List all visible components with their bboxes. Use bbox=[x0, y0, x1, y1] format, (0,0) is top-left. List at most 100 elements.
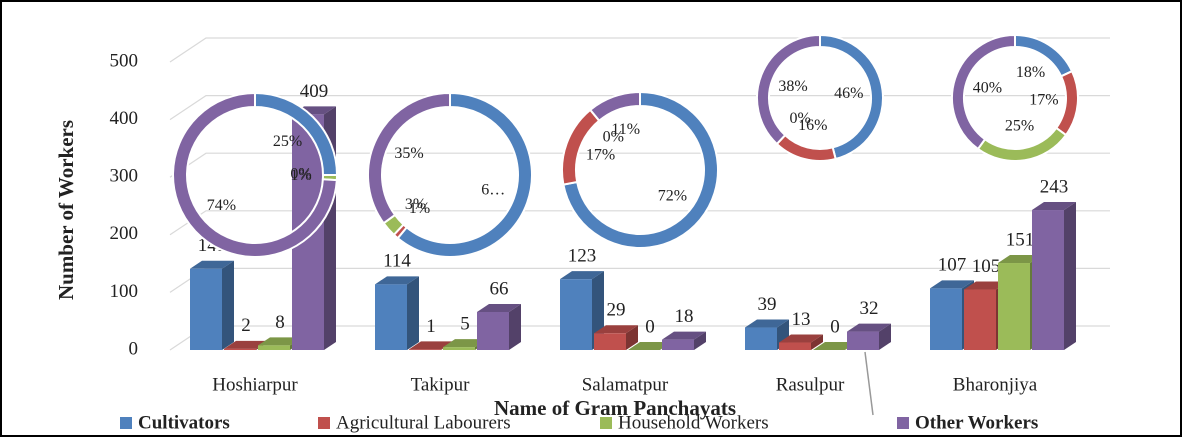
bar bbox=[930, 288, 962, 350]
donut-label: 25% bbox=[273, 133, 302, 150]
bar-top bbox=[375, 276, 419, 285]
donut-slice bbox=[367, 91, 451, 225]
donut: 18% 17% 25% 40% bbox=[951, 33, 1079, 162]
bar-top bbox=[745, 319, 789, 328]
bar bbox=[443, 347, 475, 350]
value-label: 18 bbox=[675, 306, 694, 327]
bar-top bbox=[964, 281, 1008, 290]
bar-top bbox=[813, 342, 857, 350]
value-label: 8 bbox=[275, 312, 285, 333]
donut-slice bbox=[588, 90, 641, 123]
x-tick-label: Bharonjiya bbox=[953, 374, 1038, 395]
legend-label: Agricultural Labourers bbox=[336, 412, 511, 433]
y-tick-label: 100 bbox=[110, 281, 139, 302]
bar-side bbox=[694, 331, 706, 350]
legend-swatch bbox=[120, 417, 132, 429]
bar-side bbox=[407, 276, 419, 350]
bar-top bbox=[409, 341, 453, 350]
donut-label: 17% bbox=[1029, 91, 1058, 108]
donut-label: 0% bbox=[603, 128, 624, 145]
grid-line bbox=[169, 94, 1110, 121]
x-tick-label: Salamatpur bbox=[582, 374, 669, 395]
bar-top bbox=[930, 280, 974, 289]
y-tick-label: 500 bbox=[110, 50, 139, 71]
y-tick-label: 200 bbox=[110, 223, 139, 244]
donut-label: 16% bbox=[798, 117, 827, 134]
value-label: 2 bbox=[241, 315, 251, 336]
y-axis-title: Number of Workers bbox=[54, 120, 78, 300]
value-label: 39 bbox=[758, 294, 777, 315]
y-tick-label: 400 bbox=[110, 108, 139, 129]
donut-label: 40% bbox=[973, 80, 1002, 97]
bar-top bbox=[1032, 202, 1076, 211]
donut-label: 11% bbox=[611, 121, 640, 138]
bar bbox=[190, 268, 222, 350]
legend-label: Cultivators bbox=[138, 412, 230, 433]
value-label: 243 bbox=[1040, 176, 1069, 197]
bar bbox=[998, 263, 1030, 350]
bar-side bbox=[879, 323, 891, 350]
value-label: 29 bbox=[607, 300, 626, 321]
legend-swatch bbox=[600, 417, 612, 429]
x-axis-title: Name of Gram Panchayats bbox=[494, 396, 736, 420]
bar-top bbox=[998, 255, 1042, 264]
bar-top bbox=[662, 331, 706, 340]
donut-label: 38% bbox=[778, 78, 807, 95]
x-tick-label: Hoshiarpur bbox=[212, 374, 298, 395]
donut-slice bbox=[951, 33, 1016, 151]
bar bbox=[594, 333, 626, 350]
donut-label: 72% bbox=[658, 187, 687, 204]
bar bbox=[477, 311, 509, 350]
value-label: 32 bbox=[860, 298, 879, 319]
legend-swatch bbox=[318, 417, 330, 429]
value-label: 66 bbox=[490, 278, 509, 299]
donut-label: 0% bbox=[290, 166, 311, 183]
donut: 72% 17%0%11% bbox=[561, 90, 719, 249]
value-label: 107 bbox=[938, 255, 967, 276]
bar-top bbox=[477, 303, 521, 312]
bar-side bbox=[509, 303, 521, 350]
donut-label: 0% bbox=[789, 110, 810, 127]
bar bbox=[409, 349, 441, 350]
bar bbox=[560, 279, 592, 350]
legend: Cultivators Agricultural Labourers Househo… bbox=[120, 412, 1038, 433]
bar-top bbox=[258, 337, 302, 346]
donut: 25% 0%1% 74% bbox=[172, 91, 339, 258]
legend-swatch bbox=[897, 417, 909, 429]
legend-label: Other Workers bbox=[915, 412, 1038, 433]
bar-top bbox=[443, 339, 487, 348]
donut-label: 46% bbox=[834, 85, 863, 102]
value-label: 105 bbox=[972, 256, 1001, 277]
donut-label: 35% bbox=[394, 145, 423, 162]
value-label: 409 bbox=[300, 81, 329, 102]
value-label: 5 bbox=[460, 313, 470, 334]
donut-label: 1% bbox=[409, 200, 430, 217]
donut-slice bbox=[756, 33, 821, 146]
bar-top bbox=[847, 323, 891, 332]
bar-top bbox=[224, 340, 268, 349]
bar-top bbox=[560, 271, 604, 280]
leader-line bbox=[864, 351, 874, 416]
bar bbox=[964, 289, 996, 350]
legend-label: Household Workers bbox=[618, 412, 769, 433]
bar bbox=[662, 339, 694, 350]
value-label: 114 bbox=[383, 251, 411, 272]
donut-label: 25% bbox=[1005, 117, 1034, 134]
bar-top bbox=[628, 342, 672, 350]
bar bbox=[375, 284, 407, 350]
bar-side bbox=[1064, 202, 1076, 350]
bar-side bbox=[222, 260, 234, 350]
donut-label: 3% bbox=[405, 196, 426, 213]
donut-label: 6… bbox=[481, 181, 505, 198]
value-label: 123 bbox=[568, 246, 597, 267]
bar bbox=[745, 327, 777, 350]
bar-top bbox=[779, 334, 823, 343]
bar bbox=[224, 348, 256, 350]
bar bbox=[258, 345, 290, 350]
value-label: 1 bbox=[426, 316, 436, 337]
bar-side bbox=[811, 334, 823, 350]
donut: 6… 1%3% 35% bbox=[367, 91, 533, 258]
y-tick-label: 300 bbox=[110, 166, 139, 187]
value-label: 13 bbox=[792, 309, 811, 330]
